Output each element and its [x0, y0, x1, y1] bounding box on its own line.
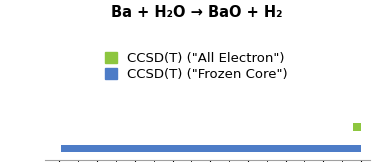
Text: Ba + H₂O → BaO + H₂: Ba + H₂O → BaO + H₂	[111, 5, 282, 20]
Bar	[61, 145, 361, 152]
Legend: CCSD(T) ("All Electron"), CCSD(T) ("Frozen Core"): CCSD(T) ("All Electron"), CCSD(T) ("Froz…	[105, 52, 288, 81]
Bar	[353, 123, 361, 131]
